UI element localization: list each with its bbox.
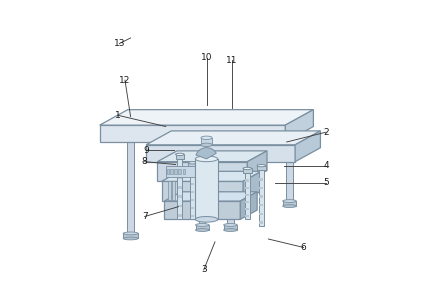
Ellipse shape xyxy=(201,143,212,147)
Text: 6: 6 xyxy=(301,243,306,252)
Bar xyxy=(259,195,263,198)
Bar xyxy=(177,159,182,219)
Bar xyxy=(190,167,195,219)
Bar xyxy=(178,186,182,189)
Text: 11: 11 xyxy=(226,56,238,65)
Bar xyxy=(283,201,296,206)
Ellipse shape xyxy=(195,216,218,222)
Bar xyxy=(175,154,184,159)
Bar xyxy=(190,191,194,193)
Bar xyxy=(195,225,209,230)
Bar xyxy=(127,142,134,233)
Bar xyxy=(257,166,266,170)
Ellipse shape xyxy=(243,167,252,170)
Polygon shape xyxy=(164,192,257,201)
Polygon shape xyxy=(99,110,313,125)
Ellipse shape xyxy=(257,164,266,167)
Bar xyxy=(178,177,182,179)
Ellipse shape xyxy=(195,156,218,162)
Text: 7: 7 xyxy=(142,212,147,221)
Text: 4: 4 xyxy=(323,161,329,170)
Ellipse shape xyxy=(123,232,138,235)
Bar xyxy=(166,169,169,174)
Ellipse shape xyxy=(188,162,197,164)
Ellipse shape xyxy=(224,229,237,231)
Bar xyxy=(190,175,194,177)
Text: 13: 13 xyxy=(114,39,125,48)
Bar xyxy=(190,183,194,185)
Bar xyxy=(259,221,263,224)
Bar xyxy=(178,204,182,207)
Ellipse shape xyxy=(201,136,212,139)
Polygon shape xyxy=(285,110,313,142)
Polygon shape xyxy=(243,171,262,201)
Wedge shape xyxy=(196,148,216,159)
Ellipse shape xyxy=(175,153,184,156)
Ellipse shape xyxy=(195,224,209,226)
Polygon shape xyxy=(162,181,243,201)
Bar xyxy=(172,181,175,200)
Text: 10: 10 xyxy=(201,53,212,62)
Bar xyxy=(199,142,206,225)
Bar xyxy=(246,187,249,189)
Bar xyxy=(190,215,194,217)
Text: 8: 8 xyxy=(142,157,147,166)
Bar xyxy=(166,166,199,177)
Bar xyxy=(182,169,185,174)
Polygon shape xyxy=(162,171,262,181)
Ellipse shape xyxy=(283,200,296,202)
Bar xyxy=(243,168,252,173)
Bar xyxy=(259,187,263,189)
Text: 5: 5 xyxy=(323,178,329,187)
Bar xyxy=(195,159,218,219)
Bar xyxy=(259,213,263,215)
Text: 12: 12 xyxy=(119,76,131,85)
Text: 3: 3 xyxy=(201,266,206,274)
Bar xyxy=(168,181,171,200)
Bar xyxy=(190,206,194,209)
Polygon shape xyxy=(247,151,267,181)
Polygon shape xyxy=(99,125,285,142)
Bar xyxy=(188,163,197,167)
Bar xyxy=(246,208,249,210)
Bar xyxy=(286,131,293,201)
Bar xyxy=(259,170,264,226)
Bar xyxy=(178,214,182,216)
Ellipse shape xyxy=(224,224,237,226)
Bar xyxy=(178,169,181,174)
Polygon shape xyxy=(164,201,240,219)
Ellipse shape xyxy=(195,229,209,231)
Text: 1: 1 xyxy=(115,111,121,120)
Bar xyxy=(178,195,182,198)
Polygon shape xyxy=(157,151,267,162)
Ellipse shape xyxy=(123,237,138,240)
Text: 9: 9 xyxy=(143,146,149,155)
Polygon shape xyxy=(146,145,295,162)
Bar xyxy=(246,179,249,181)
Text: 2: 2 xyxy=(323,128,329,137)
Bar xyxy=(190,199,194,201)
Polygon shape xyxy=(157,162,247,181)
Bar xyxy=(259,204,263,206)
Polygon shape xyxy=(295,131,321,162)
Bar xyxy=(123,233,138,239)
Bar xyxy=(170,169,173,174)
Bar xyxy=(246,201,249,203)
Bar xyxy=(174,169,177,174)
Bar xyxy=(259,178,263,181)
Polygon shape xyxy=(240,192,257,219)
Bar xyxy=(224,225,237,230)
Bar xyxy=(245,173,250,219)
Bar xyxy=(246,194,249,196)
Ellipse shape xyxy=(283,205,296,208)
Bar xyxy=(201,138,212,145)
Bar xyxy=(178,167,182,170)
Polygon shape xyxy=(146,131,321,145)
Bar xyxy=(227,142,234,225)
Bar xyxy=(246,215,249,217)
